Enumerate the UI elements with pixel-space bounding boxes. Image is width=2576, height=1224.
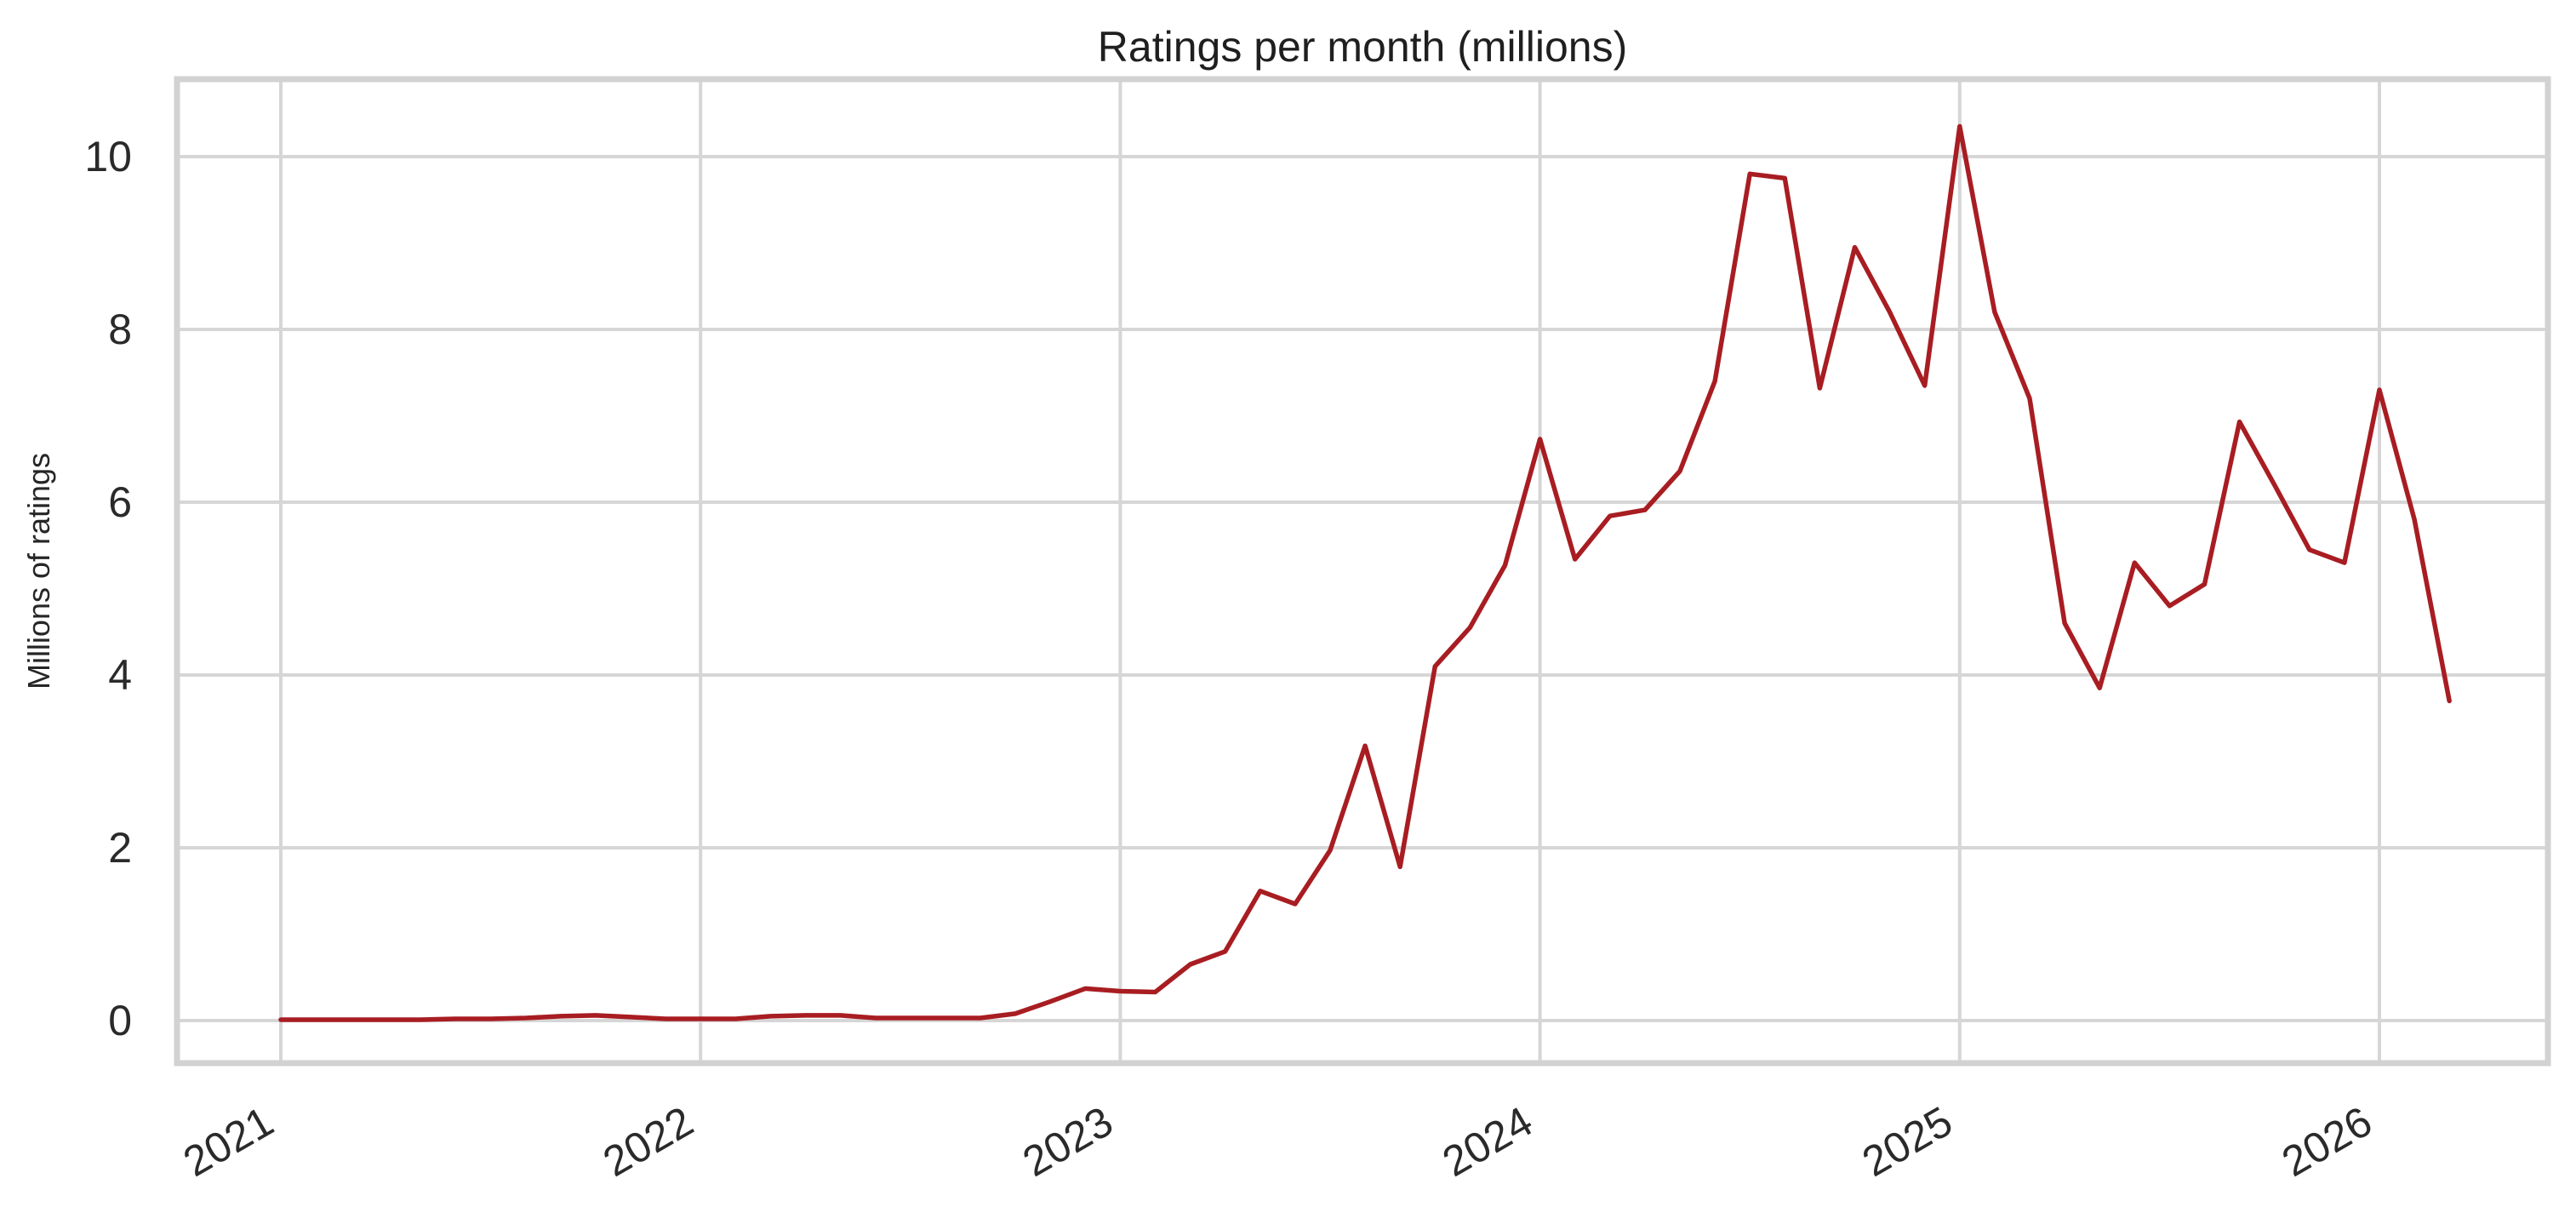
data-series (278, 123, 2452, 1022)
y-tick-label: 0 (108, 997, 132, 1044)
plot-border (174, 76, 2551, 1067)
y-tick-label: 2 (108, 824, 132, 872)
x-tick-label: 2025 (1854, 1097, 1960, 1186)
y-axis-label: Millions of ratings (21, 453, 56, 689)
x-tick-label: 2021 (175, 1097, 281, 1186)
y-tick-label: 4 (108, 651, 132, 699)
y-tick-label: 10 (84, 133, 132, 180)
x-tick-label: 2024 (1435, 1097, 1540, 1186)
y-tick-label: 6 (108, 478, 132, 526)
x-tick-label: 2026 (2274, 1097, 2379, 1186)
chart-title: Ratings per month (millions) (1098, 23, 1627, 71)
data-line (278, 123, 2452, 1022)
tick-labels: 0 2 4 6 8 10 2021 2022 2023 2024 2025 2026 (84, 133, 2379, 1186)
x-tick-label: 2022 (595, 1097, 700, 1186)
gridlines (177, 79, 2548, 1063)
y-tick-label: 8 (108, 306, 132, 353)
x-tick-label: 2023 (1015, 1097, 1121, 1186)
